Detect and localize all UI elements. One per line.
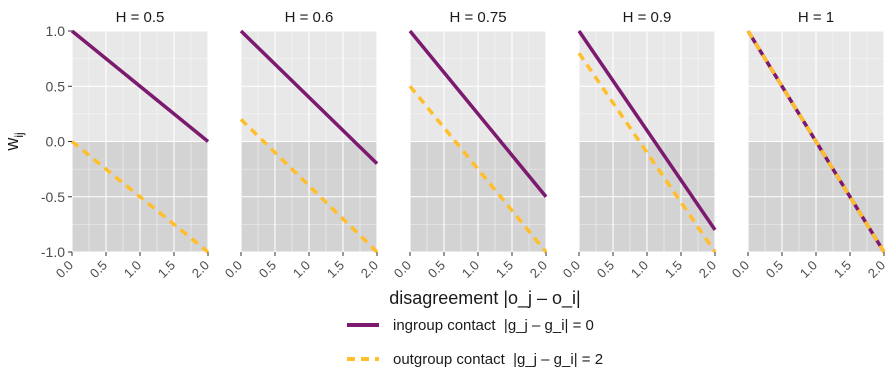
x-tick-label: 0.0	[222, 258, 245, 281]
series-line-outgroup	[239, 118, 379, 254]
y-tick-label: 0.0	[46, 134, 66, 150]
x-tick-label: 1.5	[324, 258, 347, 281]
x-tick-label: 0.0	[560, 258, 583, 281]
panel-4: H = 0.9 0.0 0.5 1.0 1.5 2.0	[560, 9, 719, 281]
x-tick-label: 0.0	[53, 258, 76, 281]
series-line-ingroup	[70, 29, 210, 143]
x-tick-label: 0.0	[729, 258, 752, 281]
panel-5: H = 1 0.0 0.5 1.0 1.5 2.0	[729, 9, 888, 281]
panel-title: H = 1	[798, 9, 834, 26]
series-line-ingroup	[408, 29, 548, 198]
panel-title: H = 0.9	[623, 9, 672, 26]
x-tick-label: 0.5	[425, 258, 448, 281]
x-tick-label: 2.0	[358, 258, 381, 281]
panel-title: H = 0.75	[449, 9, 506, 26]
series-line-outgroup	[746, 30, 886, 253]
x-axis-title: disagreement |o_j – o_i|	[389, 288, 580, 309]
x-tick-label: 0.5	[594, 258, 617, 281]
legend-item-ingroup: ingroup contact |g_j – g_i| = 0	[345, 312, 594, 338]
x-tick-label: 0.0	[391, 258, 414, 281]
x-tick-label: 2.0	[527, 258, 550, 281]
legend-label-ingroup: ingroup contact |g_j – g_i| = 0	[393, 316, 594, 334]
y-tick-label: 1.0	[46, 23, 66, 39]
legend-key-ingroup	[347, 323, 379, 327]
panel-3: H = 0.75 0.0 0.5 1.0 1.5 2.0	[391, 9, 550, 281]
series-line-outgroup	[408, 85, 548, 254]
y-axis-title: wij	[2, 132, 26, 151]
x-tick-label: 1.0	[628, 258, 651, 281]
x-tick-label: 0.5	[763, 258, 786, 281]
legend-math-outgroup: |g_j – g_i| = 2	[513, 350, 604, 368]
panel-title: H = 0.6	[285, 9, 334, 26]
panel-1: H = 0.5 0.0 0.5 1.0 1.5 2.0	[53, 9, 212, 281]
legend: ingroup contact |g_j – g_i| = 0 outgroup…	[345, 312, 745, 392]
x-tick-label: 0.5	[256, 258, 279, 281]
x-tick-label: 2.0	[696, 258, 719, 281]
x-tick-label: 1.0	[121, 258, 144, 281]
legend-key-outgroup	[347, 357, 379, 361]
x-tick-label: 1.5	[155, 258, 178, 281]
series-line-ingroup	[239, 29, 379, 165]
x-tick-label: 1.0	[459, 258, 482, 281]
faceted-line-chart: H = 0.5 0.0 0.5 1.0 1.5 2.0 H = 0.6 0.0 0.5 1.0 1.…	[2, 9, 888, 309]
y-tick-label: 0.5	[46, 78, 66, 94]
x-tick-label: 2.0	[189, 258, 212, 281]
x-tick-label: 1.5	[493, 258, 516, 281]
x-tick-label: 1.0	[797, 258, 820, 281]
x-tick-label: 1.0	[290, 258, 313, 281]
series-line-outgroup	[70, 140, 210, 254]
panel-2: H = 0.6 0.0 0.5 1.0 1.5 2.0	[222, 9, 381, 281]
series-line-ingroup	[577, 30, 717, 231]
y-tick-label: -1.0	[41, 244, 65, 260]
y-tick-label: -0.5	[41, 189, 65, 205]
series-line-outgroup	[577, 52, 717, 253]
x-tick-label: 1.5	[662, 258, 685, 281]
x-tick-label: 2.0	[865, 258, 888, 281]
panel-title: H = 0.5	[116, 9, 165, 26]
x-tick-label: 1.5	[831, 258, 854, 281]
legend-label-outgroup: outgroup contact |g_j – g_i| = 2	[393, 350, 604, 368]
legend-math-ingroup: |g_j – g_i| = 0	[503, 316, 594, 334]
legend-item-outgroup: outgroup contact |g_j – g_i| = 2	[345, 346, 603, 372]
x-tick-label: 0.5	[87, 258, 110, 281]
